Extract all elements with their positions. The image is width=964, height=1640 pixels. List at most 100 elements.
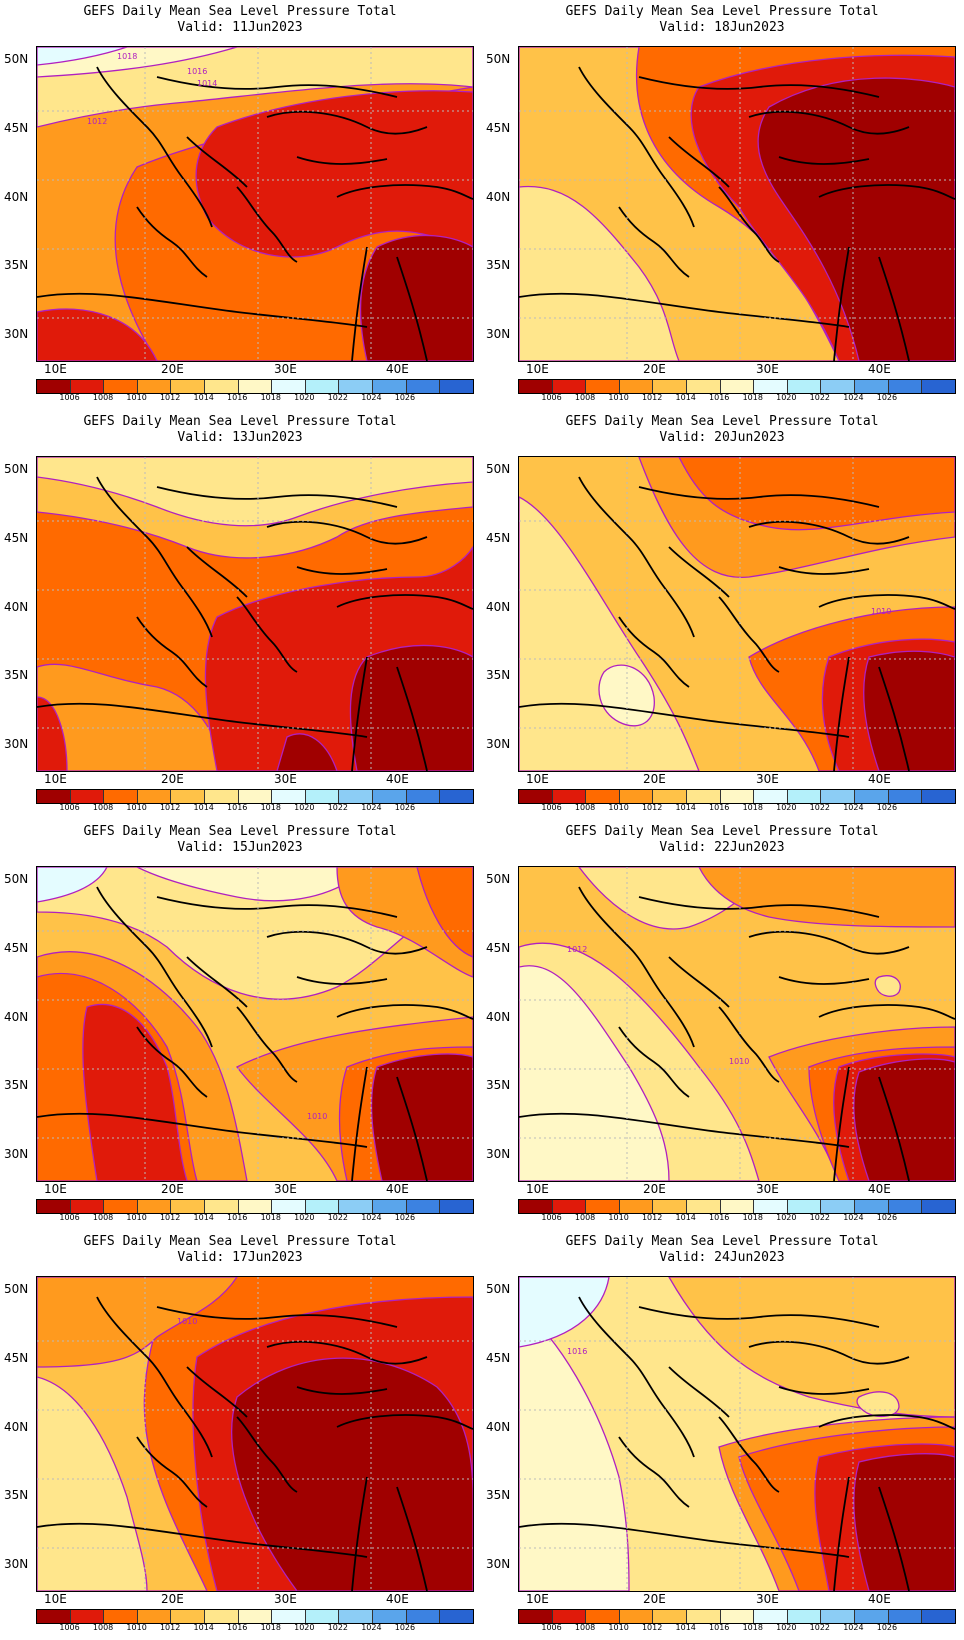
colorbar-swatch (888, 1200, 923, 1213)
coastline (818, 1004, 955, 1020)
coastline (236, 596, 298, 673)
panel-valid-date: Valid: 17Jun2023 (177, 1250, 303, 1265)
coastline (668, 1366, 730, 1418)
coastline (718, 596, 780, 673)
colorbar-label: 1016 (227, 1213, 248, 1222)
coastline (37, 702, 368, 738)
colorbar-swatch (720, 1200, 755, 1213)
colorbar-label: 1024 (361, 1623, 382, 1632)
pressure-contour-fill (519, 1306, 630, 1591)
latitude-label: 45N (4, 531, 29, 545)
pressure-contour-fill (757, 77, 955, 361)
contour-label: 1014 (197, 79, 218, 88)
coastline (266, 930, 428, 955)
colorbar-swatch (619, 380, 654, 393)
coastline (668, 956, 730, 1008)
colorbar-swatch (586, 790, 620, 803)
colorbar-swatch (653, 380, 688, 393)
colorbar-label: 1006 (59, 1623, 80, 1632)
colorbar-swatch (855, 1200, 889, 1213)
map-panel: GEFS Daily Mean Sea Level Pressure Total… (0, 1230, 480, 1638)
coastline (519, 1112, 850, 1148)
coastline (833, 1476, 850, 1591)
coastline (878, 256, 910, 361)
colorbar-label: 1014 (193, 393, 214, 402)
colorbar-swatch (373, 1610, 407, 1623)
panel-title: GEFS Daily Mean Sea Level Pressure Total (83, 414, 397, 429)
coastline (296, 976, 388, 985)
colorbar-swatch (104, 1610, 138, 1623)
colorbar-swatch (552, 1610, 587, 1623)
coastline (236, 1006, 298, 1083)
coastline (136, 206, 208, 278)
colorbar-swatch (305, 1200, 340, 1213)
coastline (336, 1004, 473, 1020)
coastline (618, 616, 690, 688)
latitude-label: 40N (486, 190, 511, 204)
colorbar (518, 789, 956, 804)
coastline (748, 930, 910, 955)
colorbar-swatch (238, 1200, 273, 1213)
coastline (351, 1476, 368, 1591)
longitude-label: 30E (274, 772, 297, 786)
coastline (186, 546, 248, 598)
colorbar-swatch (687, 380, 721, 393)
colorbar-swatch (37, 1200, 71, 1213)
panel-valid-date: Valid: 13Jun2023 (177, 430, 303, 445)
pressure-contour-fill (37, 47, 128, 66)
colorbar-swatch (787, 1200, 822, 1213)
colorbar-label: 1026 (394, 393, 416, 402)
latitude-label: 35N (4, 1078, 29, 1092)
latitude-label: 35N (486, 668, 511, 682)
panel-title: GEFS Daily Mean Sea Level Pressure Total (83, 1234, 397, 1249)
coastline (266, 520, 428, 545)
colorbar-label: 1016 (709, 803, 730, 812)
colorbar-swatch (104, 1200, 138, 1213)
map-panel: GEFS Daily Mean Sea Level Pressure Total… (482, 820, 962, 1228)
longitude-label: 10E (44, 362, 67, 376)
latitude-label: 35N (486, 1078, 511, 1092)
colorbar-label: 1026 (876, 803, 898, 812)
pressure-contour-fill (37, 696, 68, 771)
longitude-label: 10E (526, 1592, 549, 1606)
coastline (96, 1296, 213, 1458)
colorbar-swatch (137, 1200, 172, 1213)
colorbar-swatch (922, 1610, 955, 1623)
colorbar-label: 1020 (294, 1213, 315, 1222)
colorbar-label: 1020 (776, 803, 797, 812)
coastline (236, 1416, 298, 1493)
colorbar-label: 1016 (227, 393, 248, 402)
latitude-label: 50N (4, 462, 29, 476)
panel-valid-date: Valid: 24Jun2023 (659, 1250, 785, 1265)
longitude-label: 10E (44, 1592, 67, 1606)
colorbar-swatch (171, 1610, 206, 1623)
colorbar-swatch (70, 790, 105, 803)
coastline (578, 476, 695, 638)
colorbar-swatch (440, 1610, 473, 1623)
coastline (396, 1076, 428, 1181)
latitude-label: 30N (4, 1147, 29, 1161)
colorbar-swatch (821, 1200, 856, 1213)
pressure-map: 1016 (518, 1276, 956, 1592)
colorbar-swatch (586, 380, 620, 393)
colorbar-label: 1022 (809, 393, 831, 402)
colorbar-swatch (137, 380, 172, 393)
coastline (638, 486, 880, 508)
colorbar-swatch (440, 380, 473, 393)
colorbar-swatch (787, 790, 822, 803)
pressure-contour-fill (519, 965, 670, 1181)
longitude-label: 40E (386, 362, 409, 376)
coastline (156, 76, 398, 98)
coastline (778, 566, 870, 575)
colorbar-swatch (339, 380, 374, 393)
coastline (618, 1026, 690, 1098)
latitude-label: 50N (486, 1282, 511, 1296)
colorbar-label: 1016 (709, 393, 730, 402)
colorbar-swatch (339, 1200, 374, 1213)
colorbar-swatch (787, 1610, 822, 1623)
map-panel: GEFS Daily Mean Sea Level Pressure Total… (0, 410, 480, 818)
colorbar-swatch (305, 1610, 340, 1623)
map-panel: GEFS Daily Mean Sea Level Pressure Total… (482, 1230, 962, 1638)
coastline (833, 656, 850, 771)
coastline (351, 656, 368, 771)
